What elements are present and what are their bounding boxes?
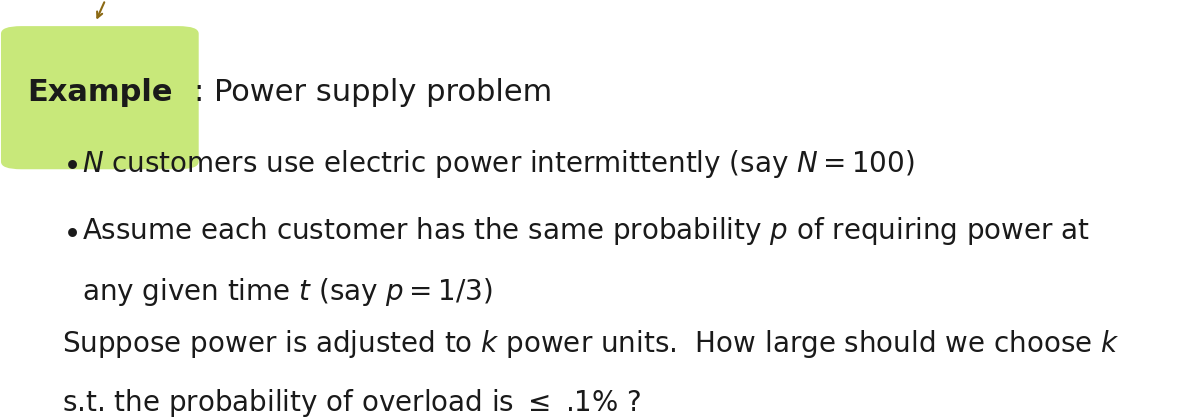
Text: Example: Example [28, 77, 173, 107]
Text: any given time $t$ (say $p = 1/3$): any given time $t$ (say $p = 1/3$) [82, 276, 493, 308]
Text: Suppose power is adjusted to $k$ power units.  How large should we choose $k$: Suppose power is adjusted to $k$ power u… [62, 329, 1120, 360]
Text: Assume each customer has the same probability $p$ of requiring power at: Assume each customer has the same probab… [82, 215, 1091, 247]
Text: $\bullet$: $\bullet$ [62, 217, 78, 246]
Text: $N$ customers use electric power intermittently (say $N = 100$): $N$ customers use electric power intermi… [82, 148, 914, 180]
Text: $\bullet$: $\bullet$ [62, 149, 78, 178]
Text: : Power supply problem: : Power supply problem [193, 77, 552, 107]
FancyBboxPatch shape [1, 26, 199, 169]
Text: s.t. the probability of overload is $\leq$ .1% ?: s.t. the probability of overload is $\le… [62, 387, 641, 418]
